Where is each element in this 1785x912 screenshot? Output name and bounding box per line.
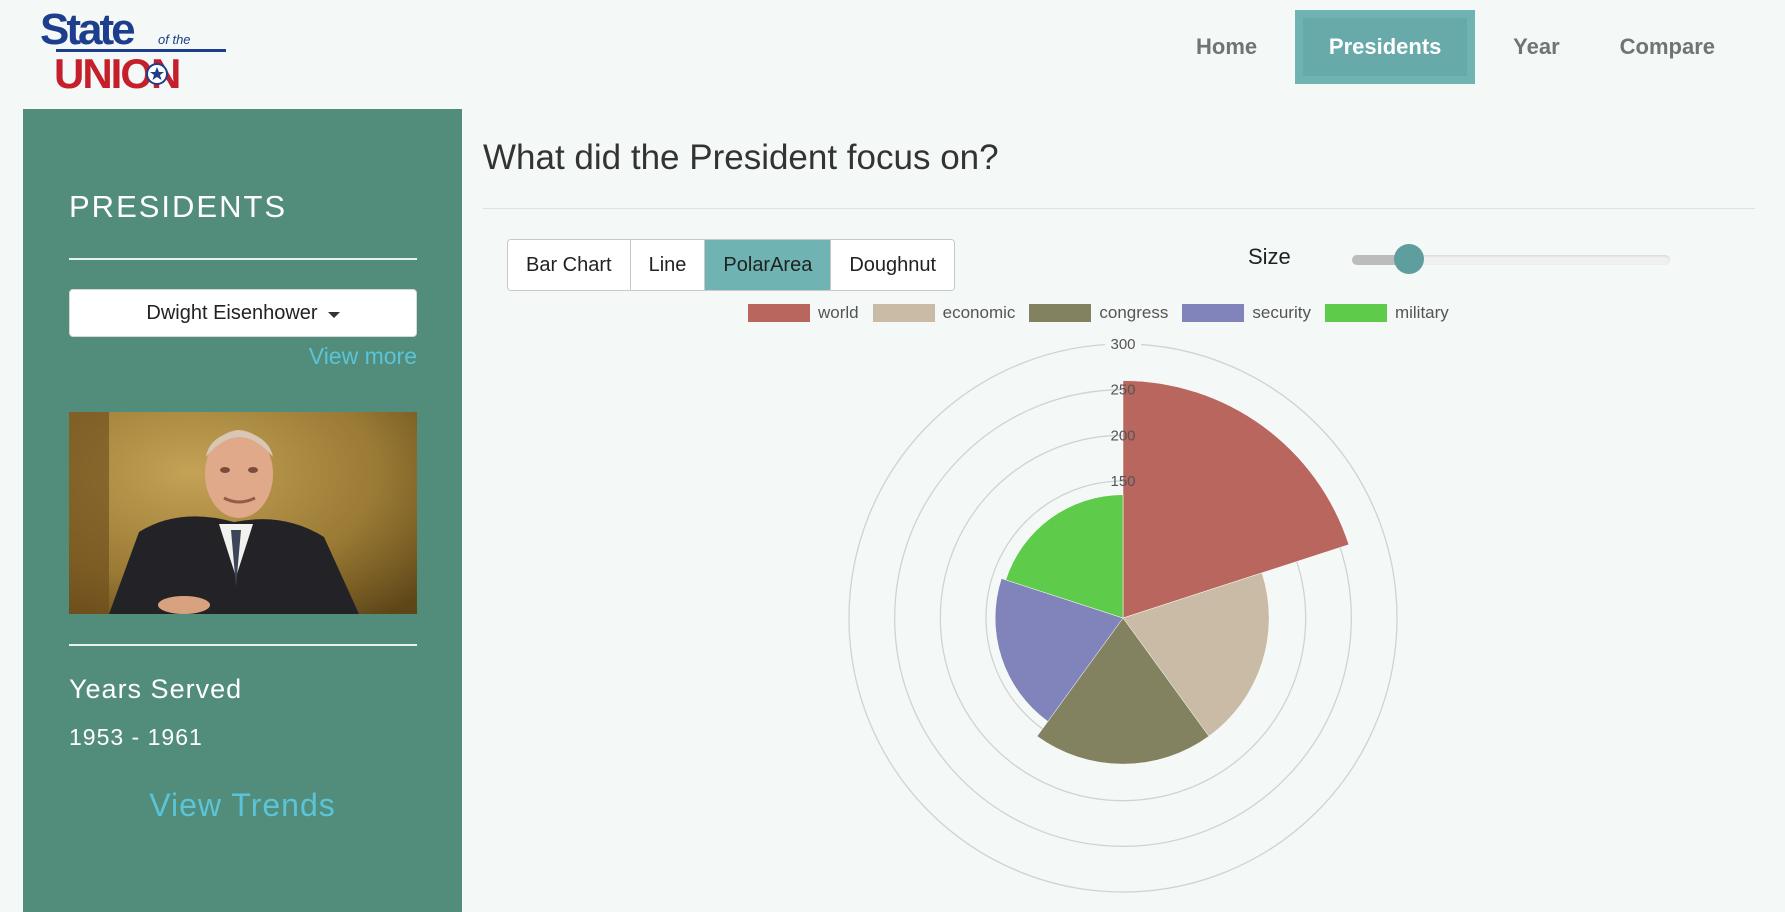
top-navigation: Home Presidents Year Compare — [1166, 10, 1745, 84]
state-of-the-union-logo[interactable]: State of the UNION — [38, 5, 228, 97]
segment-world[interactable] — [1122, 380, 1350, 619]
logo-state-text: State — [40, 6, 134, 54]
nav-year[interactable]: Year — [1513, 34, 1560, 59]
nav-home[interactable]: Home — [1196, 34, 1258, 59]
nav-presidents-label: Presidents — [1303, 18, 1468, 76]
tick-label-bg — [1105, 335, 1141, 352]
tick-label: 300 — [1110, 336, 1135, 353]
nav-compare[interactable]: Compare — [1619, 34, 1715, 59]
polar-area-button[interactable]: PolarArea — [705, 240, 832, 290]
star-icon — [150, 67, 164, 80]
legend-item-military[interactable]: military — [1324, 303, 1449, 323]
legend-label: economic — [942, 303, 1016, 322]
legend-label: security — [1252, 303, 1311, 322]
legend-swatch — [1324, 304, 1387, 322]
caret-down-icon — [327, 311, 340, 318]
segment-military[interactable] — [1005, 494, 1124, 619]
legend-swatch — [1029, 304, 1092, 322]
president-dropdown[interactable]: Dwight Eisenhower — [69, 289, 417, 337]
view-more-link[interactable]: View more — [308, 343, 417, 369]
tick-label: 150 — [1110, 473, 1135, 490]
legend-item-economic[interactable]: economic — [872, 303, 1016, 323]
slider-track[interactable] — [1352, 255, 1670, 265]
size-slider[interactable] — [1352, 244, 1670, 274]
line-chart-button[interactable]: Line — [630, 240, 706, 290]
segment-congress[interactable] — [1036, 617, 1210, 765]
doughnut-button[interactable]: Doughnut — [831, 240, 955, 290]
polar-area-chart: 150 200 250 300 — [848, 335, 1398, 893]
legend-item-congress[interactable]: congress — [1029, 303, 1168, 323]
legend-item-world[interactable]: world — [748, 303, 859, 323]
tick-label: 200 — [1110, 427, 1135, 444]
chart-legend: world economic congress security military — [748, 303, 1449, 323]
presidents-sidebar: PRESIDENTS Dwight Eisenhower View more — [23, 109, 462, 912]
chart-type-toggle: Bar Chart Line PolarArea Doughnut — [507, 239, 956, 291]
sidebar-divider — [69, 644, 417, 646]
segment-economic[interactable] — [1122, 572, 1270, 737]
president-dropdown-value: Dwight Eisenhower — [146, 301, 318, 324]
legend-item-security[interactable]: security — [1182, 303, 1311, 323]
legend-swatch — [748, 304, 810, 322]
tick-label: 250 — [1110, 382, 1135, 399]
slider-thumb[interactable] — [1394, 244, 1425, 274]
sidebar-title: PRESIDENTS — [69, 189, 288, 224]
years-served-value: 1953 - 1961 — [69, 724, 203, 750]
view-trends-link[interactable]: View Trends — [149, 787, 336, 823]
years-served-label: Years Served — [69, 674, 243, 704]
bar-chart-button[interactable]: Bar Chart — [508, 240, 631, 290]
nav-presidents[interactable]: Presidents — [1295, 10, 1476, 84]
sidebar-divider — [69, 258, 417, 260]
legend-label: congress — [1099, 303, 1169, 322]
legend-label: military — [1394, 303, 1449, 322]
logo-of-the-text: of the — [158, 32, 191, 47]
president-portrait — [69, 412, 417, 614]
page-title: What did the President focus on? — [483, 138, 999, 177]
slider-fill — [1352, 255, 1410, 265]
title-divider — [483, 208, 1755, 209]
legend-label: world — [818, 303, 859, 322]
legend-swatch — [872, 304, 935, 322]
size-label: Size — [1248, 244, 1291, 269]
legend-swatch — [1182, 304, 1245, 322]
segment-security[interactable] — [994, 578, 1124, 722]
